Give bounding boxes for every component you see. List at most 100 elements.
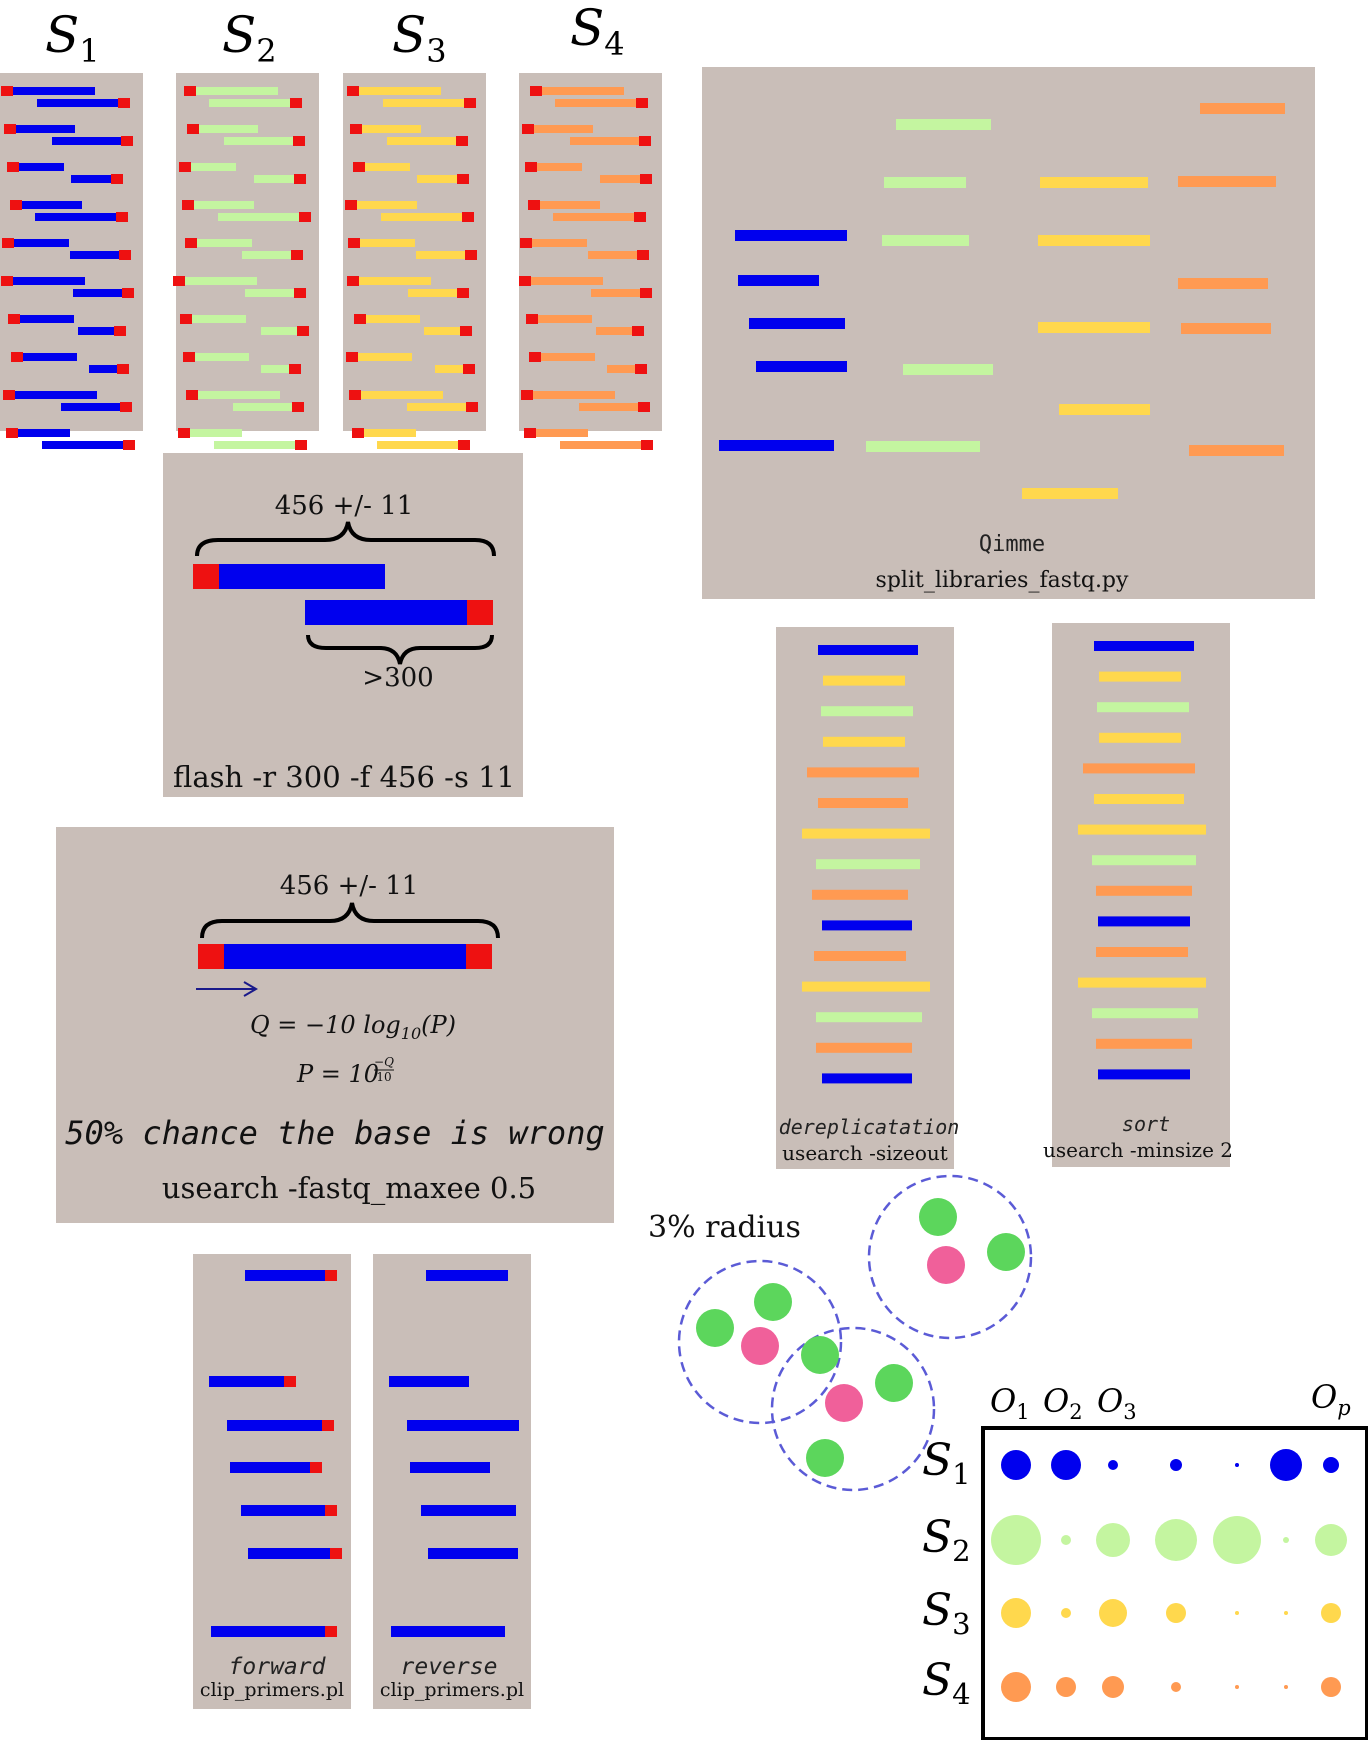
otu-count-dot-s2-o3: [1096, 1523, 1130, 1557]
primer: [121, 136, 133, 146]
quality-panel: 456 +/- 11 Q = −10 log10(P) P = 10 −Q 10…: [56, 827, 614, 1223]
unique-read: [1096, 1038, 1192, 1049]
read: [381, 213, 462, 221]
otu-count-dot-s3-o4: [1166, 1603, 1186, 1623]
read: [541, 353, 595, 361]
primer: [111, 174, 123, 184]
unique-read: [1078, 824, 1206, 835]
primer: [293, 136, 305, 146]
read: [16, 125, 75, 133]
primer: [179, 162, 191, 172]
unique-read: [812, 889, 908, 900]
sample-label-s4: S4: [570, 0, 625, 63]
read: [209, 99, 290, 107]
primer: [456, 136, 468, 146]
read: [23, 353, 77, 361]
read: [600, 175, 640, 183]
primer: [465, 250, 477, 260]
read: [195, 353, 249, 361]
quality-exp-denominator: 10: [376, 1070, 391, 1084]
clip-reverse-read: [407, 1420, 519, 1431]
primer: [183, 352, 195, 362]
qiime-title: Qimme: [979, 532, 1045, 557]
qiime-read: [738, 275, 819, 286]
otu-col-header-2: O2: [1043, 1382, 1083, 1424]
primer: [522, 124, 534, 134]
flash-overlap-brace: [306, 634, 494, 665]
read: [534, 125, 593, 133]
unique-read: [1096, 885, 1192, 896]
read: [531, 277, 603, 285]
clip-reverse-read: [428, 1548, 518, 1559]
clip-reverse-read: [389, 1376, 469, 1387]
quality-length-brace: [200, 902, 500, 939]
unique-read: [1097, 702, 1189, 713]
dereplication-reads: [802, 645, 930, 1084]
clip-reverse-read: [410, 1462, 490, 1473]
qiime-read: [756, 361, 847, 372]
primer: [1, 276, 13, 286]
quality-panel-bg: [56, 827, 614, 1223]
clip-forward-read: [211, 1626, 325, 1637]
read: [540, 201, 600, 209]
quality-read-primer-left: [198, 944, 224, 969]
otu-count-dot-s2-o2: [1061, 1535, 1071, 1545]
otu-count-dot-s1-o6: [1270, 1449, 1302, 1481]
primer: [4, 124, 16, 134]
unique-read: [1099, 732, 1181, 743]
otu-count-dot-s2-o5: [1213, 1516, 1261, 1564]
read: [70, 251, 119, 259]
unique-read: [1078, 977, 1206, 988]
quality-exp-numerator: −Q: [374, 1055, 394, 1069]
unique-read: [1083, 763, 1195, 774]
otu-col-header-3: O3: [1097, 1382, 1137, 1424]
sample-panel-1: [0, 73, 143, 450]
read: [13, 277, 85, 285]
unique-read: [1099, 671, 1181, 682]
qiime-read: [1181, 323, 1271, 334]
read: [560, 441, 641, 449]
read: [408, 289, 457, 297]
otu-count-dot-s4-o4: [1171, 1682, 1181, 1692]
cluster-member: [806, 1439, 844, 1477]
read: [383, 99, 464, 107]
primer: [632, 326, 644, 336]
cluster-radius-ring-1: [867, 1174, 1033, 1340]
clip-forward-command: clip_primers.pl: [200, 1679, 344, 1701]
clip-forward-panel: forward clip_primers.pl: [193, 1254, 351, 1709]
unique-read: [821, 706, 913, 717]
primer: [11, 352, 23, 362]
read: [417, 175, 457, 183]
sample-read-panels: [0, 73, 662, 450]
primer: [640, 174, 652, 184]
read: [196, 87, 278, 95]
quality-length-label: 456 +/- 11: [280, 871, 419, 901]
qiime-read: [896, 119, 991, 130]
clip-reverse-command: clip_primers.pl: [380, 1679, 524, 1701]
read: [191, 163, 236, 171]
primer: [119, 250, 131, 260]
otu-table-headers: O1 O2 O3 Op S1 S2 S3 S4: [922, 1378, 1351, 1711]
read: [261, 365, 289, 373]
primer: [185, 238, 197, 248]
otu-row-header-3: S3: [922, 1585, 971, 1641]
otu-count-dot-s4-o5: [1235, 1685, 1239, 1689]
qiime-read: [882, 235, 969, 246]
otu-count-dot-s4-o2: [1056, 1677, 1076, 1697]
flash-length-label: 456 +/- 11: [275, 491, 414, 521]
primer: [640, 288, 652, 298]
read: [588, 251, 637, 259]
primer: [348, 238, 360, 248]
primer: [457, 288, 469, 298]
sample-panel-2: [173, 73, 319, 450]
primer: [462, 212, 474, 222]
primer: [117, 364, 129, 374]
primer: [10, 200, 22, 210]
read: [198, 391, 280, 399]
read: [192, 315, 246, 323]
flash-read1: [219, 564, 385, 589]
read: [607, 365, 635, 373]
quality-arrow-head: [243, 981, 258, 997]
qiime-read: [1178, 176, 1276, 187]
flash-read2-primer: [467, 600, 493, 625]
